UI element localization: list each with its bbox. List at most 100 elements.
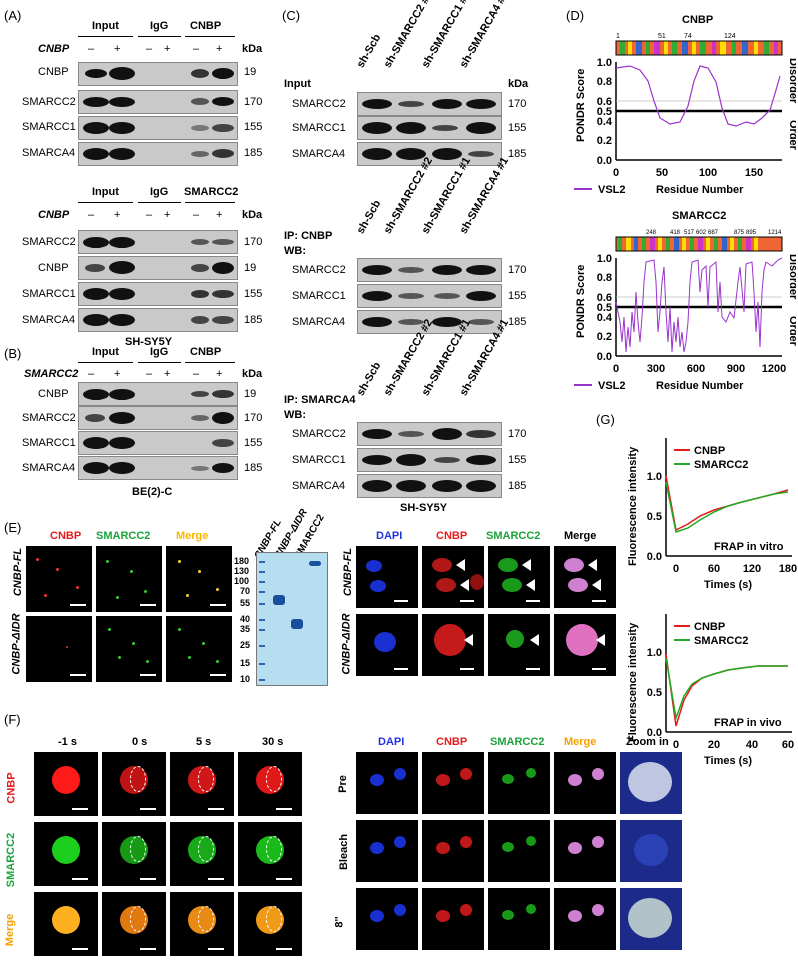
kda-value: 170 [244,412,263,424]
kda-value: 170 [508,428,527,440]
gel-marker: 100 [234,576,250,586]
y-axis-label: PONDR Score [575,69,587,142]
micrograph [26,546,92,612]
sequence-bar [615,40,783,56]
gel-marker: 70 [240,586,251,596]
cell-line-label: BE(2)-C [132,486,173,498]
kda-label: kDa [508,78,529,90]
blot-strip [357,258,502,282]
row-label: SMARCC1 [292,290,346,302]
x-tick: 0 [673,739,679,751]
gel-marker: 25 [240,640,251,650]
lane-label: sh-SMARCA4 #1 [457,0,512,70]
time-label: 0 s [132,736,148,748]
row-label: CNBP [38,388,69,400]
micrograph [102,892,166,956]
block-subtitle: WB: [284,245,306,257]
row-label: SMARCA4 [292,316,346,328]
x-axis-label: Residue Number [656,380,744,392]
gene-label: CNBP [38,43,70,55]
micrograph [166,546,232,612]
legend-label: SMARCC2 [694,459,748,471]
residue-tick: 1 [616,33,620,40]
row-label: SMARCC2 [292,428,346,440]
blot-strip [78,406,238,430]
micrograph [356,820,418,882]
micrograph [102,822,166,886]
blot-strip [78,116,238,140]
row-label: SMARCC1 [292,454,346,466]
residue-tick: 74 [684,33,692,40]
micrograph [170,892,234,956]
disorder-label: Disorder [787,58,796,104]
lane-label: sh-Scb [354,32,384,70]
cnbp-curve [665,475,789,532]
panel-label-g: (G) [596,412,615,427]
col-label: Merge [564,530,597,542]
gel-marker: 55 [240,598,251,608]
gel-marker: 130 [234,566,250,576]
vsl2-curve [615,257,783,353]
micrograph [102,752,166,816]
micrograph [96,546,162,612]
row-label: SMARCC2 [22,412,76,424]
micrograph [488,614,550,676]
x-tick: 180 [779,563,797,575]
x-tick: 0 [613,167,619,179]
col-label: Merge [176,530,209,542]
cell-line-label: SH-SY5Y [400,502,448,514]
blot-strip [78,256,238,280]
residue-tick: 895 [746,230,757,236]
x-tick: 120 [743,563,761,575]
x-tick: 1200 [762,363,786,375]
sequence-bar [615,236,783,252]
residue-tick: 418 [670,230,681,236]
frap-in-vitro-chart: 0.0 0.5 1.0 0 60 120 180 CNBP SMARCC2 FR… [627,438,797,591]
kda-value: 170 [508,98,527,110]
kda-value: 155 [244,437,263,449]
residue-tick: 602 [696,230,707,236]
blot-strip [357,310,502,334]
x-axis-label: Residue Number [656,184,744,196]
y-tick: 1.0 [597,57,612,69]
legend-label: SMARCC2 [694,635,748,647]
row-label: SMARCA4 [292,480,346,492]
row-label: Bleach [338,833,351,871]
blot-strip [357,284,502,308]
disorder-plot-cnbp: 1 51 74 124 0.0 0.2 0.4 0.5 0.6 0.8 1.0 … [574,33,796,196]
y-tick: 0.5 [647,511,662,523]
row-label: SMARCA4 [22,147,76,159]
x-tick: 600 [687,363,705,375]
row-label: CNBP [5,772,18,804]
micrograph [170,752,234,816]
row-label: Pre [336,775,349,793]
legend-label: CNBP [694,621,725,633]
legend-label: VSL2 [598,380,626,392]
col-label: CNBP [436,736,468,748]
y-tick: 0.0 [647,551,662,563]
y-tick: 0.4 [597,312,613,324]
coomassie-gel [256,552,328,686]
row-label: SMARCC2 [292,98,346,110]
x-tick: 50 [656,167,668,179]
micrograph [238,892,302,956]
micrograph [26,616,92,682]
blot-strip [357,422,502,446]
header-igg: IgG [150,346,169,358]
kda-value: 170 [508,264,527,276]
micrograph [554,752,616,814]
residue-tick: 687 [708,230,719,236]
block-title: IP: SMARCA4 [284,394,356,406]
x-tick: 60 [782,739,794,751]
micrograph [422,888,484,950]
row-label: SMARCA4 [22,314,76,326]
gel-marker: 180 [234,556,250,566]
micrograph [554,888,616,950]
row-label: CNBP [38,66,69,78]
vsl2-curve [615,65,781,127]
col-label: SMARCC2 [490,736,545,748]
time-label: -1 s [58,736,77,748]
x-axis-label: Times (s) [704,579,752,591]
lane-label: sh-Scb [354,198,384,236]
row-label: SMARCA4 [22,462,76,474]
